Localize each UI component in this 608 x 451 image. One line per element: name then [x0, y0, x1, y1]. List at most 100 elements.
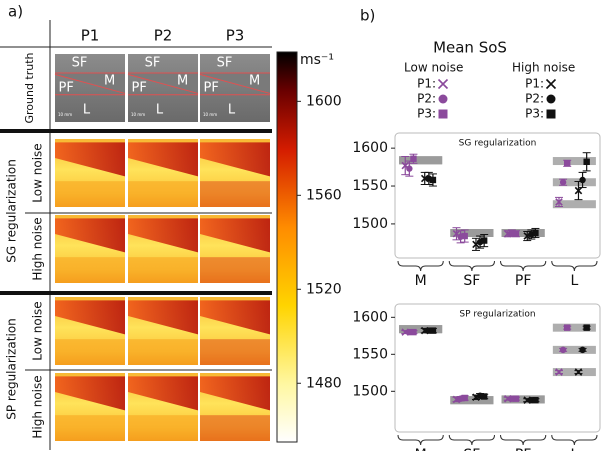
colorbar-tick-label: 1560	[306, 187, 342, 203]
data-point	[461, 232, 468, 240]
legend-label: P2:	[525, 92, 544, 106]
reference-bar	[552, 368, 596, 377]
region-label: PF	[132, 81, 147, 96]
reference-bar	[399, 156, 443, 165]
data-point	[583, 324, 590, 331]
region-label: L	[228, 102, 236, 117]
y-tick-label: 1500	[352, 216, 388, 232]
sos-lower	[128, 181, 198, 207]
reference-bar	[501, 395, 545, 404]
legend-label: P1:	[525, 77, 544, 91]
column-header: P2	[154, 27, 173, 45]
row-label: Low noise	[31, 143, 45, 202]
sos-lower	[55, 181, 125, 207]
region-label: PF	[204, 81, 219, 96]
reference-bar	[552, 200, 596, 209]
sos-lower	[128, 257, 198, 283]
legend-label: P1:	[417, 77, 436, 91]
reference-bar	[552, 323, 596, 332]
sos-wedge	[55, 142, 125, 177]
legend-marker	[546, 94, 556, 104]
reference-bar	[399, 325, 443, 334]
reference-bar	[552, 157, 596, 166]
data-point	[410, 328, 417, 336]
ground-truth-region	[55, 73, 125, 92]
x-tick-label: L	[570, 273, 578, 289]
sos-lower	[200, 415, 270, 441]
sos-wedge	[200, 142, 270, 177]
region-label: M	[104, 74, 115, 89]
x-tick-label: SF	[463, 273, 480, 289]
data-point	[480, 393, 488, 400]
sos-wedge	[128, 142, 198, 177]
sos-lower	[55, 339, 125, 365]
region-label: SF	[72, 55, 88, 70]
y-tick-label: 1550	[352, 346, 388, 362]
data-point	[559, 346, 567, 354]
x-tick-label: PF	[515, 273, 532, 289]
region-label: PF	[59, 81, 74, 96]
sos-wedge	[200, 300, 270, 335]
reference-bar	[552, 178, 596, 187]
sos-lower	[55, 257, 125, 283]
data-point	[410, 155, 417, 162]
sos-wedge	[200, 376, 270, 411]
category-brace	[397, 260, 444, 272]
sos-lower	[200, 339, 270, 365]
x-tick-label: M	[415, 447, 427, 451]
data-point	[564, 324, 571, 331]
colorbar-tick-label: 1480	[306, 375, 342, 391]
sos-lower	[55, 415, 125, 441]
boundary-line	[127, 73, 199, 94]
plot-frame	[394, 303, 601, 433]
y-tick-label: 1550	[352, 178, 388, 194]
category-brace	[397, 434, 444, 446]
y-tick-label: 1600	[352, 309, 388, 325]
category-brace	[448, 434, 495, 446]
legend-label: P3:	[417, 107, 436, 121]
chart-title: SP regularization	[459, 310, 535, 320]
data-point	[532, 396, 539, 404]
legend-header: High noise	[512, 61, 575, 75]
sos-lower	[200, 257, 270, 283]
legend-label: P2:	[417, 92, 436, 106]
colorbar	[276, 51, 298, 443]
data-point	[559, 179, 567, 186]
category-brace	[551, 434, 598, 446]
y-tick-label: 1500	[352, 383, 388, 399]
data-point	[429, 327, 437, 334]
data-point	[512, 395, 520, 402]
data-point	[579, 176, 586, 184]
legend-marker	[546, 109, 556, 119]
data-point	[574, 368, 583, 376]
legend-marker	[438, 94, 448, 104]
data-point	[429, 176, 437, 184]
legend-label: P3:	[525, 107, 544, 121]
region-label: L	[83, 102, 91, 117]
legend-marker	[545, 78, 557, 90]
category-brace	[500, 260, 547, 272]
region-label: M	[249, 74, 260, 89]
plot-frame	[394, 132, 601, 259]
panel-label: b)	[360, 7, 375, 25]
ground-truth-region	[128, 73, 198, 92]
sos-wedge	[128, 218, 198, 253]
sos-wedge	[200, 218, 270, 253]
category-brace	[500, 434, 547, 446]
scale-bar-label: 10 mm	[58, 112, 72, 117]
x-tick-label: L	[570, 447, 578, 451]
group-label: SG regularization	[5, 159, 19, 263]
sos-lower	[128, 339, 198, 365]
row-label: Ground truth	[23, 52, 36, 123]
group-label: SP regularization	[5, 318, 19, 420]
x-tick-label: PF	[515, 447, 532, 451]
data-point	[555, 368, 563, 376]
category-brace	[448, 260, 495, 272]
region-label: L	[156, 102, 164, 117]
data-point	[583, 158, 590, 165]
scale-bar-label: 10 mm	[203, 112, 217, 117]
y-tick-label: 1600	[352, 140, 388, 156]
x-tick-label: SF	[463, 447, 480, 451]
sos-wedge	[55, 300, 125, 335]
